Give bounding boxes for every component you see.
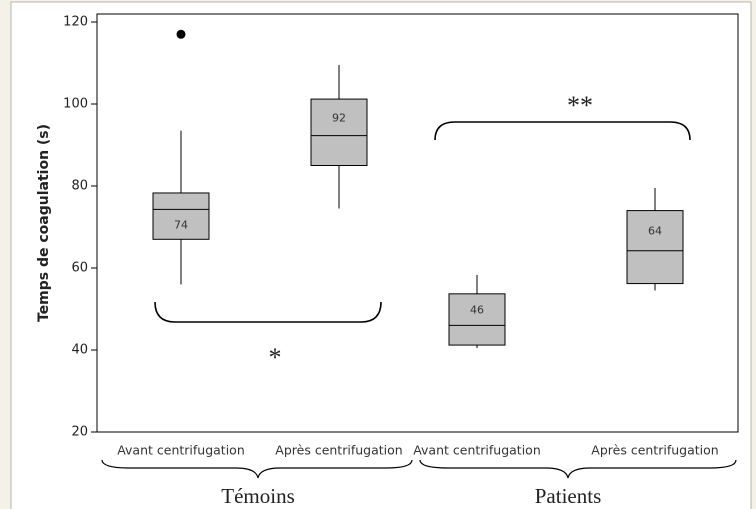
x-tick-label: Avant centrifugation	[117, 443, 245, 458]
box	[448, 293, 506, 346]
x-tick-label: Après centrifugation	[275, 443, 402, 458]
group-brace	[101, 459, 413, 479]
x-tick-label: Après centrifugation	[591, 443, 718, 458]
annotation: **	[567, 91, 593, 120]
annotation: *	[269, 343, 282, 372]
group-label: Témoins	[221, 484, 295, 508]
y-tick-label: 20	[71, 425, 88, 440]
group-brace	[419, 459, 737, 479]
outlier	[176, 29, 186, 39]
group-label: Patients	[535, 484, 602, 508]
y-tick-label: 40	[71, 343, 88, 358]
bracket	[434, 121, 691, 141]
y-tick-label: 120	[63, 15, 88, 30]
box	[626, 210, 684, 285]
y-tick-label: 80	[71, 179, 88, 194]
median-label: 74	[174, 218, 188, 231]
median-label: 46	[470, 304, 484, 317]
y-tick-label: 60	[71, 261, 88, 276]
y-axis-label: Temps de coagulation (s)	[36, 124, 52, 322]
box	[310, 98, 368, 166]
box	[152, 192, 210, 240]
bracket	[154, 301, 382, 323]
median-label: 92	[332, 111, 346, 124]
y-tick-label: 100	[63, 97, 88, 112]
x-tick-label: Avant centrifugation	[413, 443, 541, 458]
median-label: 64	[648, 225, 662, 238]
